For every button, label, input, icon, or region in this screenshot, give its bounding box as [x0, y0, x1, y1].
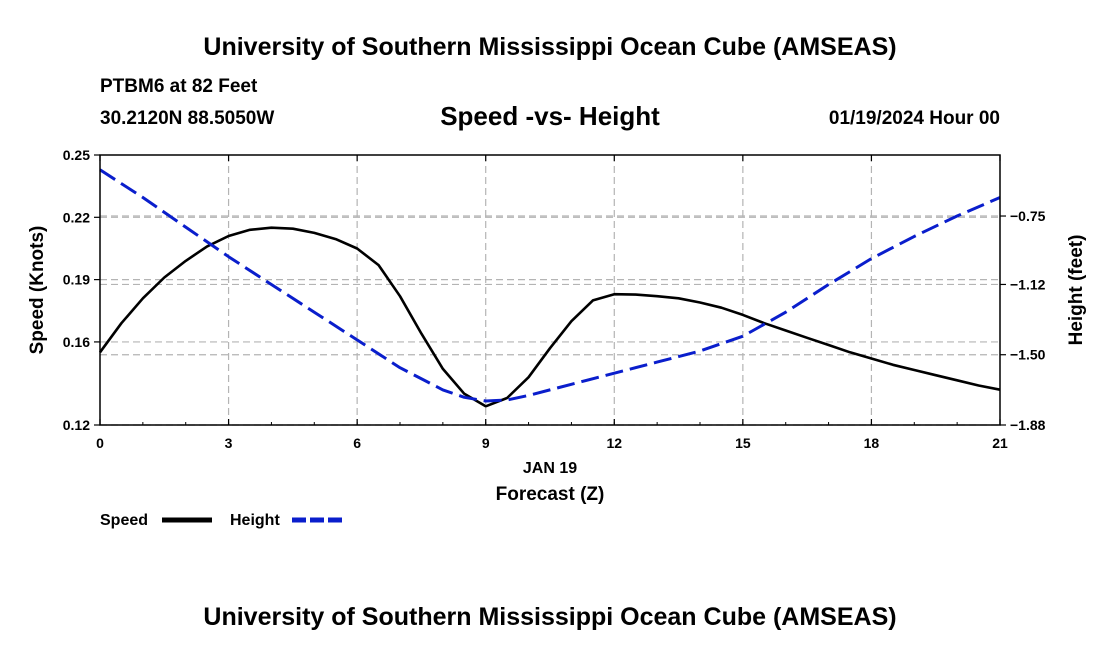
- plot-frame: [99, 154, 1001, 426]
- coordinates-label: 30.2120N 88.5050W: [100, 108, 274, 129]
- legend-speed-label: Speed: [100, 512, 148, 529]
- grid-lines: [100, 154, 1000, 426]
- series-line-speed: [98, 226, 1001, 408]
- y2-tick-label: −1.88: [1010, 417, 1046, 433]
- x-axis-label: Forecast (Z): [496, 484, 605, 505]
- footer-title: University of Southern Mississippi Ocean…: [203, 603, 896, 631]
- y-tick-label: 0.16: [63, 334, 90, 350]
- x-tick-label: 12: [606, 435, 622, 451]
- x-tick-label: 3: [225, 435, 233, 451]
- y-tick-label: 0.22: [63, 209, 90, 225]
- y-tick-label: 0.25: [63, 147, 90, 163]
- station-label: PTBM6 at 82 Feet: [100, 76, 258, 97]
- x-tick-label: 0: [96, 435, 104, 451]
- chart-subtitle: Speed -vs- Height: [440, 101, 660, 131]
- x-tick-label: 6: [353, 435, 361, 451]
- chart-title: University of Southern Mississippi Ocean…: [203, 33, 896, 61]
- y2-axis-label: Height (feet): [1066, 235, 1087, 346]
- legend-height-label: Height: [230, 512, 280, 529]
- x-tick-label: 15: [735, 435, 751, 451]
- y-axis-label: Speed (Knots): [27, 226, 48, 355]
- y-tick-label: 0.12: [63, 417, 90, 433]
- series-line-height: [99, 168, 1001, 403]
- series-lines: [98, 168, 1001, 408]
- y2-tick-label: −0.75: [1010, 208, 1046, 224]
- legend: Speed Height: [100, 512, 342, 529]
- x-date-label: JAN 19: [523, 460, 577, 477]
- forecast-date-label: 01/19/2024 Hour 00: [829, 108, 1000, 129]
- x-tick-label: 18: [864, 435, 880, 451]
- y-tick-label: 0.19: [63, 272, 90, 288]
- y2-tick-label: −1.12: [1010, 276, 1046, 292]
- x-tick-label: 21: [992, 435, 1008, 451]
- x-tick-label: 9: [482, 435, 490, 451]
- y2-tick-label: −1.50: [1010, 347, 1046, 363]
- axis-ticks: 0 3 6 9 12 15 18 21 0.12 0.16 0.19 0.22 0.25 −1.88 −1.…: [63, 147, 1046, 451]
